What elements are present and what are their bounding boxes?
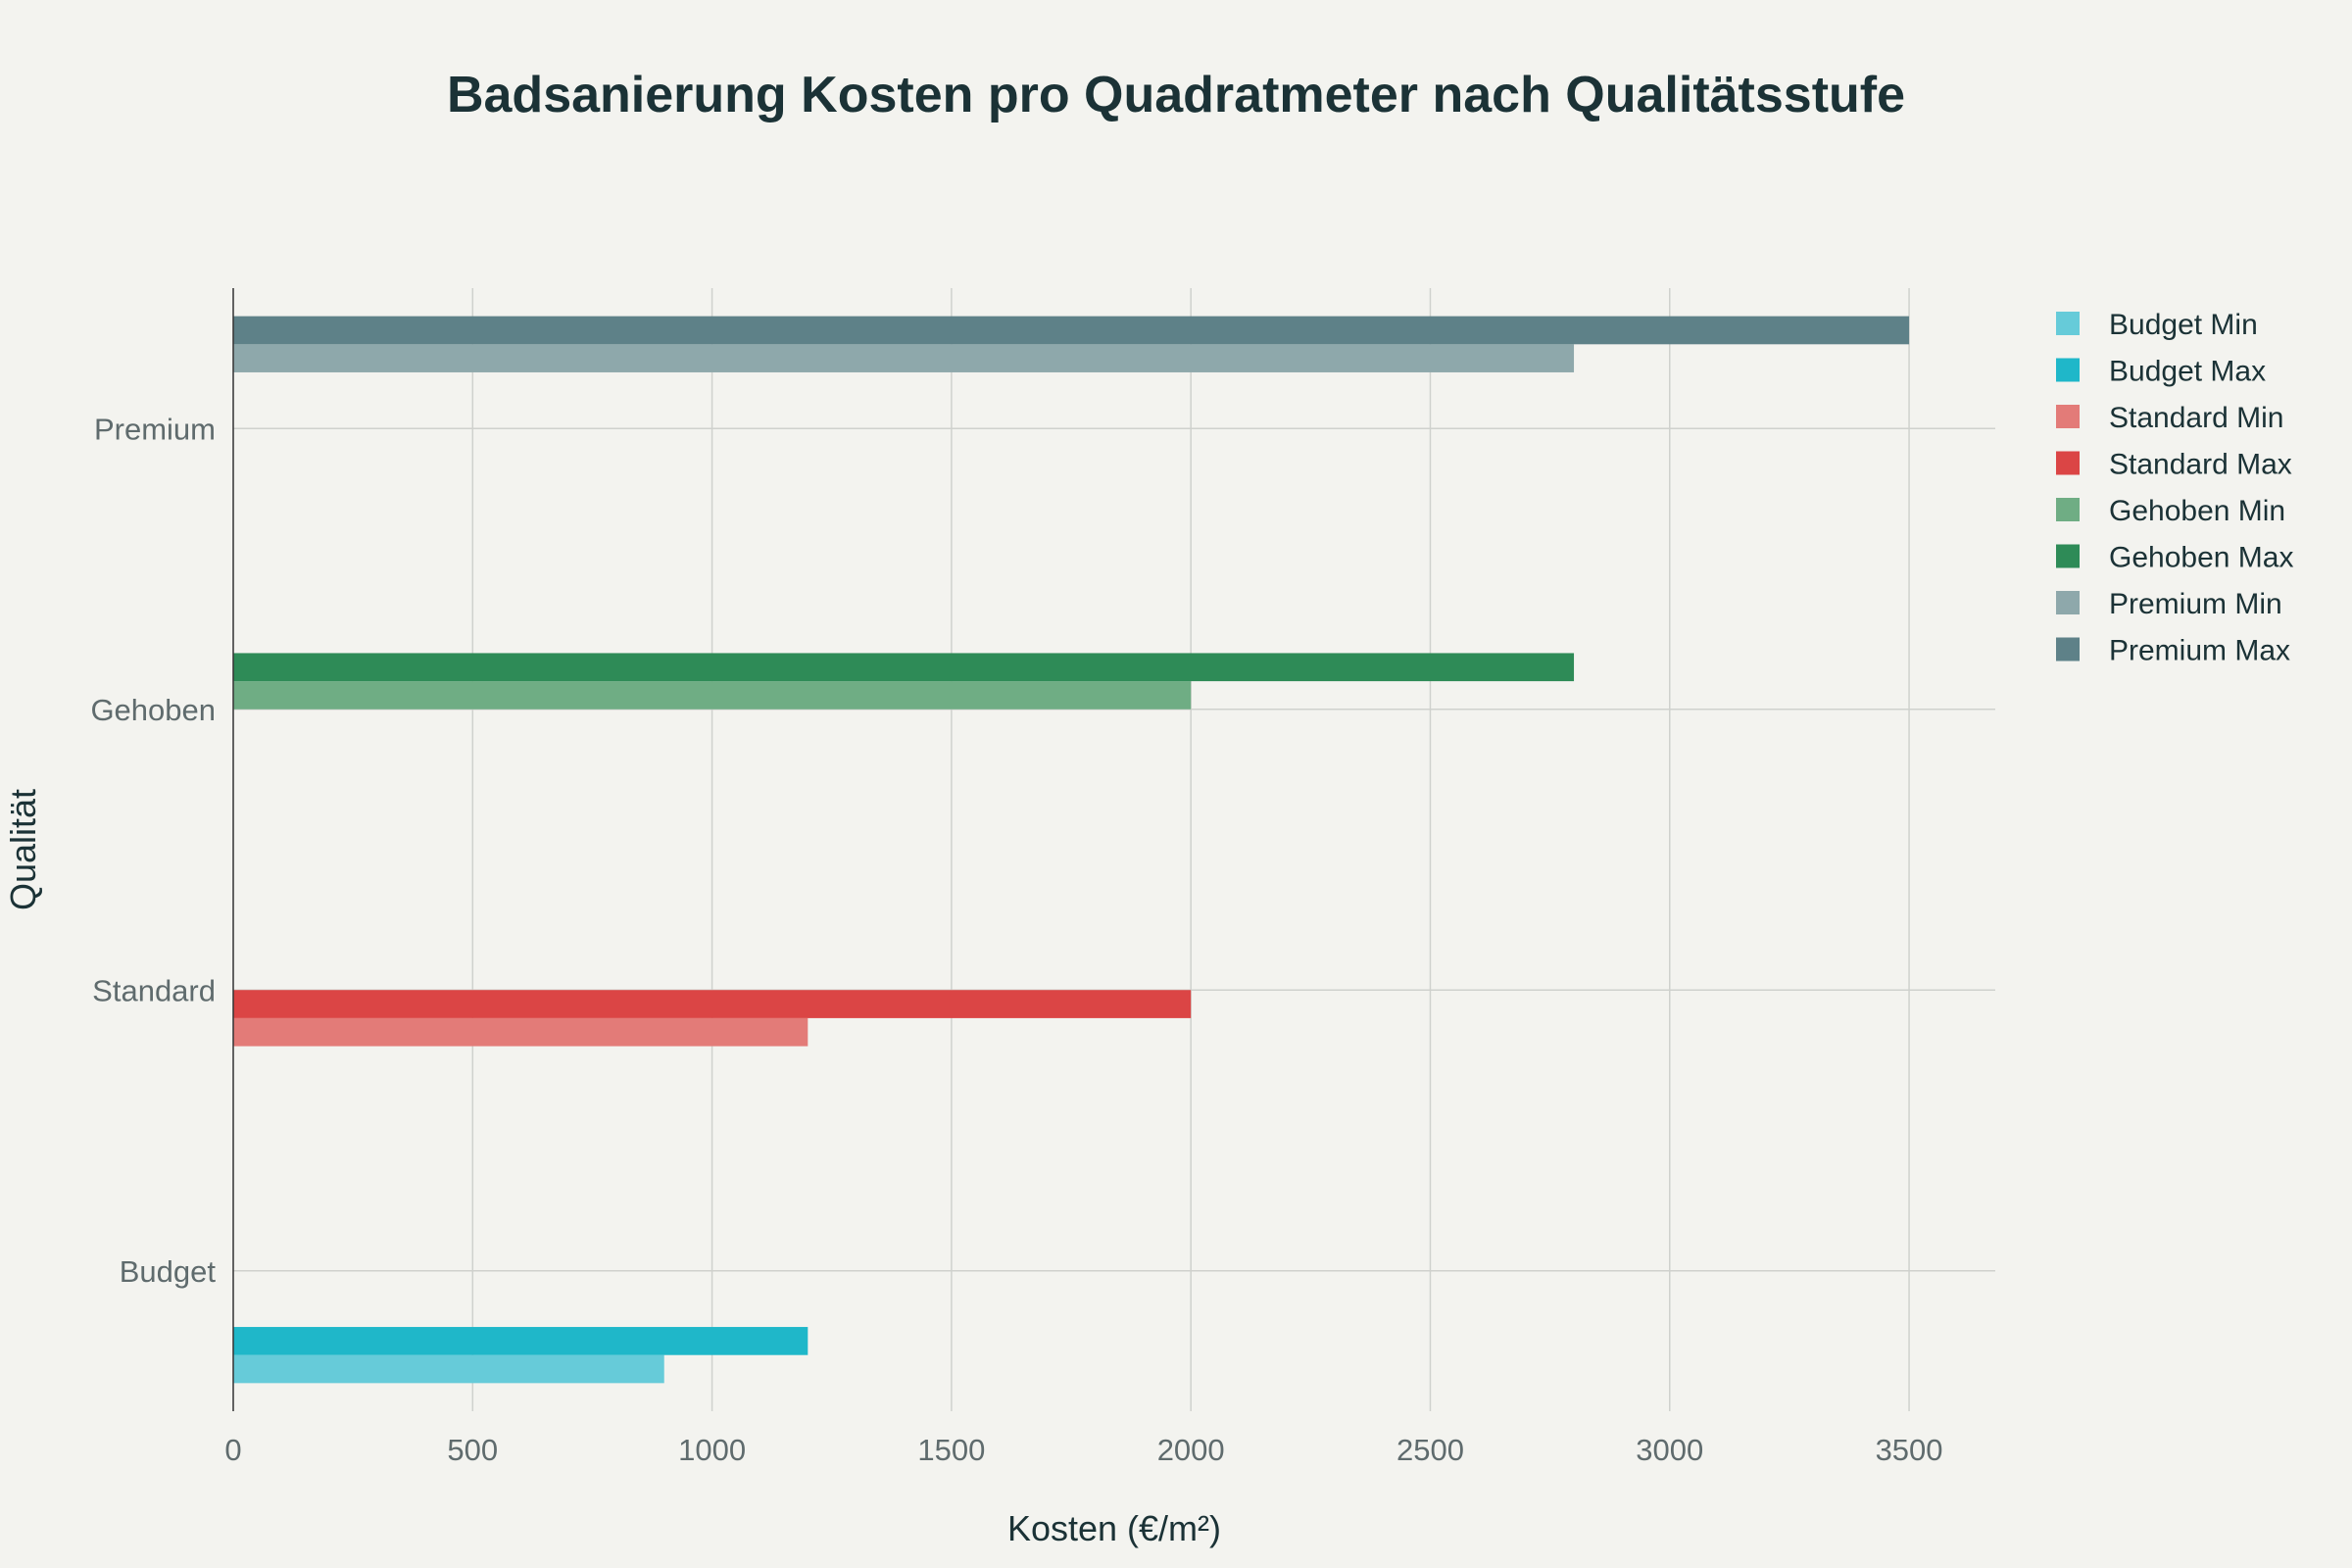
legend-item[interactable]: Budget Min xyxy=(2056,309,2258,341)
x-tick-label: 1500 xyxy=(917,1433,985,1467)
legend-swatch xyxy=(2056,544,2080,568)
legend-label: Gehoben Max xyxy=(2109,542,2293,574)
legend[interactable]: Budget Min Budget Max Standard Min Standard… xyxy=(2056,309,2293,667)
y-tick-label: Standard xyxy=(92,973,216,1007)
bar-budget-min[interactable] xyxy=(233,1354,664,1384)
legend-swatch xyxy=(2056,405,2080,428)
y-tick-label: Premium xyxy=(94,412,216,446)
legend-label: Gehoben Min xyxy=(2109,495,2285,527)
y-tick-label: Budget xyxy=(120,1254,217,1289)
bars-layer xyxy=(233,316,1910,1384)
bar-premium-min[interactable] xyxy=(233,344,1575,372)
x-tick-label: 2000 xyxy=(1157,1433,1225,1467)
y-axis-title: Qualität xyxy=(3,789,43,910)
legend-label: Premium Min xyxy=(2109,588,2282,620)
x-tick-label: 3500 xyxy=(1876,1433,1943,1467)
legend-label: Premium Max xyxy=(2109,635,2290,667)
grid-layer xyxy=(233,288,1995,1411)
legend-item[interactable]: Gehoben Min xyxy=(2056,495,2285,527)
legend-item[interactable]: Standard Max xyxy=(2056,449,2292,481)
legend-label: Budget Max xyxy=(2109,356,2266,388)
legend-swatch xyxy=(2056,637,2080,662)
legend-swatch xyxy=(2056,591,2080,614)
x-tick-label: 3000 xyxy=(1636,1433,1703,1467)
legend-item[interactable]: Premium Min xyxy=(2056,588,2282,620)
x-tick-label: 500 xyxy=(447,1433,498,1467)
legend-item[interactable]: Premium Max xyxy=(2056,635,2290,667)
x-tick-label: 1000 xyxy=(678,1433,746,1467)
bar-gehoben-min[interactable] xyxy=(233,681,1192,710)
ticks-layer: 0 500 1000 1500 2000 2500 3000 3500 Budget Standa… xyxy=(90,412,1942,1467)
legend-swatch xyxy=(2056,498,2080,521)
x-axis-title: Kosten (€/m²) xyxy=(1007,1508,1221,1548)
legend-label: Budget Min xyxy=(2109,309,2258,341)
legend-item[interactable]: Budget Max xyxy=(2056,356,2266,388)
bar-standard-min[interactable] xyxy=(233,1017,808,1047)
bar-standard-max[interactable] xyxy=(233,990,1192,1018)
bar-gehoben-max[interactable] xyxy=(233,653,1575,682)
y-tick-label: Gehoben xyxy=(90,693,216,727)
legend-swatch xyxy=(2056,358,2080,382)
legend-item[interactable]: Gehoben Max xyxy=(2056,542,2293,574)
legend-item[interactable]: Standard Min xyxy=(2056,402,2283,434)
x-tick-label: 0 xyxy=(224,1433,241,1467)
bar-premium-max[interactable] xyxy=(233,316,1910,345)
legend-label: Standard Min xyxy=(2109,402,2283,434)
chart-title: Badsanierung Kosten pro Quadratmeter nac… xyxy=(447,67,1905,123)
bar-budget-max[interactable] xyxy=(233,1327,808,1355)
legend-label: Standard Max xyxy=(2109,449,2292,481)
x-tick-label: 2500 xyxy=(1396,1433,1464,1467)
legend-swatch xyxy=(2056,451,2080,475)
legend-swatch xyxy=(2056,312,2080,335)
